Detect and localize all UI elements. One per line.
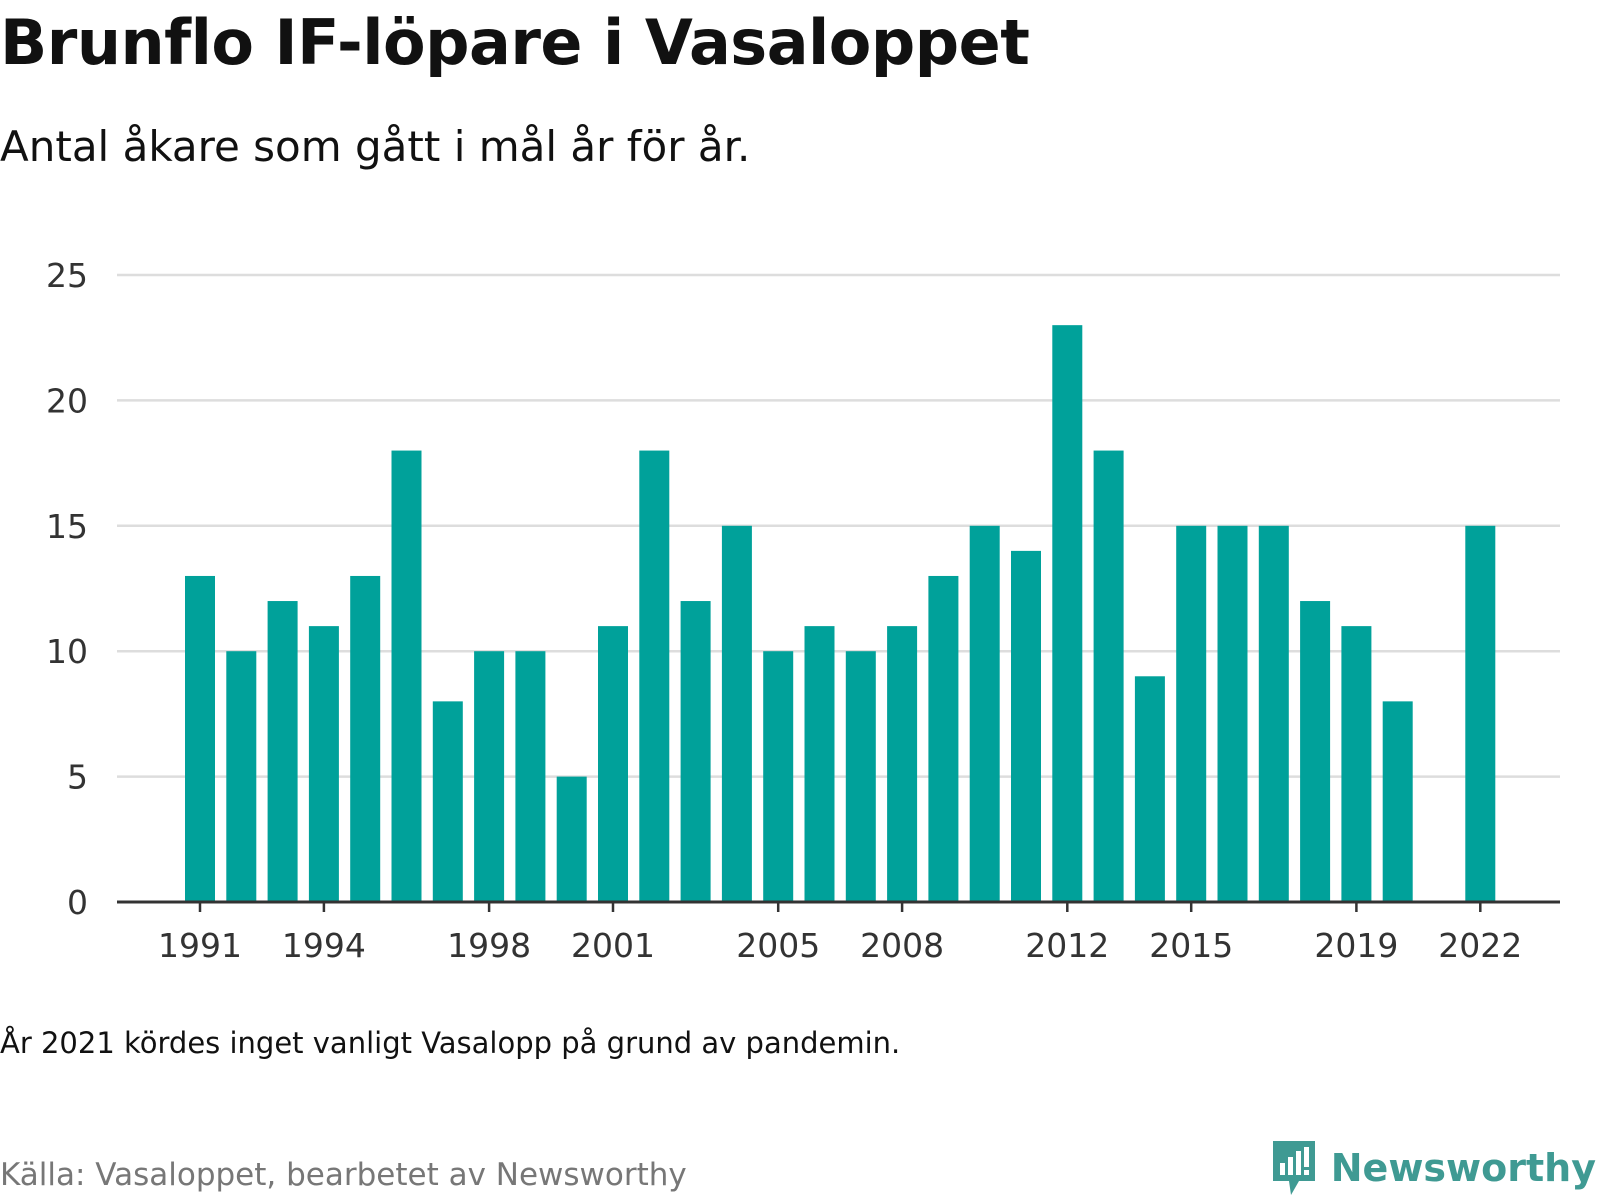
x-tick-label: 2019 xyxy=(1314,926,1398,965)
bar-2020 xyxy=(1382,701,1413,902)
y-tick-label: 25 xyxy=(46,256,88,295)
x-tick-label: 2015 xyxy=(1149,926,1233,965)
bar-2006 xyxy=(804,626,835,902)
x-tick-label: 1994 xyxy=(282,926,366,965)
x-tick-label: 1991 xyxy=(158,926,242,965)
chart-subtitle: Antal åkare som gått i mål år för år. xyxy=(0,122,751,171)
bar-1992 xyxy=(226,651,257,902)
bar-2022 xyxy=(1465,525,1496,902)
brand-name: Newsworthy xyxy=(1330,1146,1596,1190)
bar-2010 xyxy=(969,525,1000,902)
bar-2002 xyxy=(639,450,670,902)
y-tick-label: 5 xyxy=(67,758,88,797)
bar-1993 xyxy=(267,601,298,902)
source-credit: Källa: Vasaloppet, bearbetet av Newswort… xyxy=(0,1157,687,1193)
bar-1994 xyxy=(308,626,339,902)
x-tick-label: 2008 xyxy=(860,926,944,965)
x-tick-label: 2001 xyxy=(571,926,655,965)
bar-1991 xyxy=(185,575,215,902)
y-tick-label: 10 xyxy=(46,632,88,671)
bar-2000 xyxy=(556,776,587,902)
x-tick-label: 2005 xyxy=(736,926,820,965)
y-tick-label: 20 xyxy=(46,381,88,420)
bars xyxy=(185,325,1496,902)
x-tick-label: 1998 xyxy=(447,926,531,965)
bar-2008 xyxy=(887,626,918,902)
x-tick-label: 2022 xyxy=(1438,926,1522,965)
bar-2014 xyxy=(1134,676,1165,902)
bar-2015 xyxy=(1176,525,1207,902)
bar-1998 xyxy=(474,651,505,902)
bar-2013 xyxy=(1093,450,1124,902)
newsworthy-logo-icon xyxy=(1272,1141,1315,1195)
bar-2012 xyxy=(1052,325,1083,902)
newsworthy-logo: Newsworthy xyxy=(1269,1137,1596,1199)
bar-2016 xyxy=(1217,525,1248,902)
bar-2018 xyxy=(1300,601,1331,902)
x-tick-label: 2012 xyxy=(1025,926,1109,965)
bar-1996 xyxy=(391,450,422,902)
bar-1997 xyxy=(432,701,463,902)
chart-title: Brunflo IF-löpare i Vasaloppet xyxy=(0,6,1030,79)
bar-2009 xyxy=(928,575,959,902)
bar-2001 xyxy=(598,626,628,902)
x-axis xyxy=(117,900,1560,912)
bar-chart: 0 5 10 15 20 25 1991 1994 1998 2001 2005 2008 2012 20… xyxy=(46,256,1560,965)
bar-2011 xyxy=(1011,550,1041,902)
bar-2004 xyxy=(721,525,752,902)
bar-1999 xyxy=(515,651,546,902)
bar-1995 xyxy=(350,575,381,902)
tick-labels: 0 5 10 15 20 25 1991 1994 1998 2001 2005 2008 2012 20… xyxy=(46,256,1522,965)
bar-2003 xyxy=(680,601,711,902)
bar-2017 xyxy=(1258,525,1289,902)
bar-2005 xyxy=(763,651,794,902)
y-tick-label: 0 xyxy=(67,883,88,922)
bar-2019 xyxy=(1341,626,1372,902)
chart-note: År 2021 kördes inget vanligt Vasalopp på… xyxy=(0,1026,901,1060)
bar-2007 xyxy=(845,651,876,902)
y-tick-label: 15 xyxy=(46,507,88,546)
